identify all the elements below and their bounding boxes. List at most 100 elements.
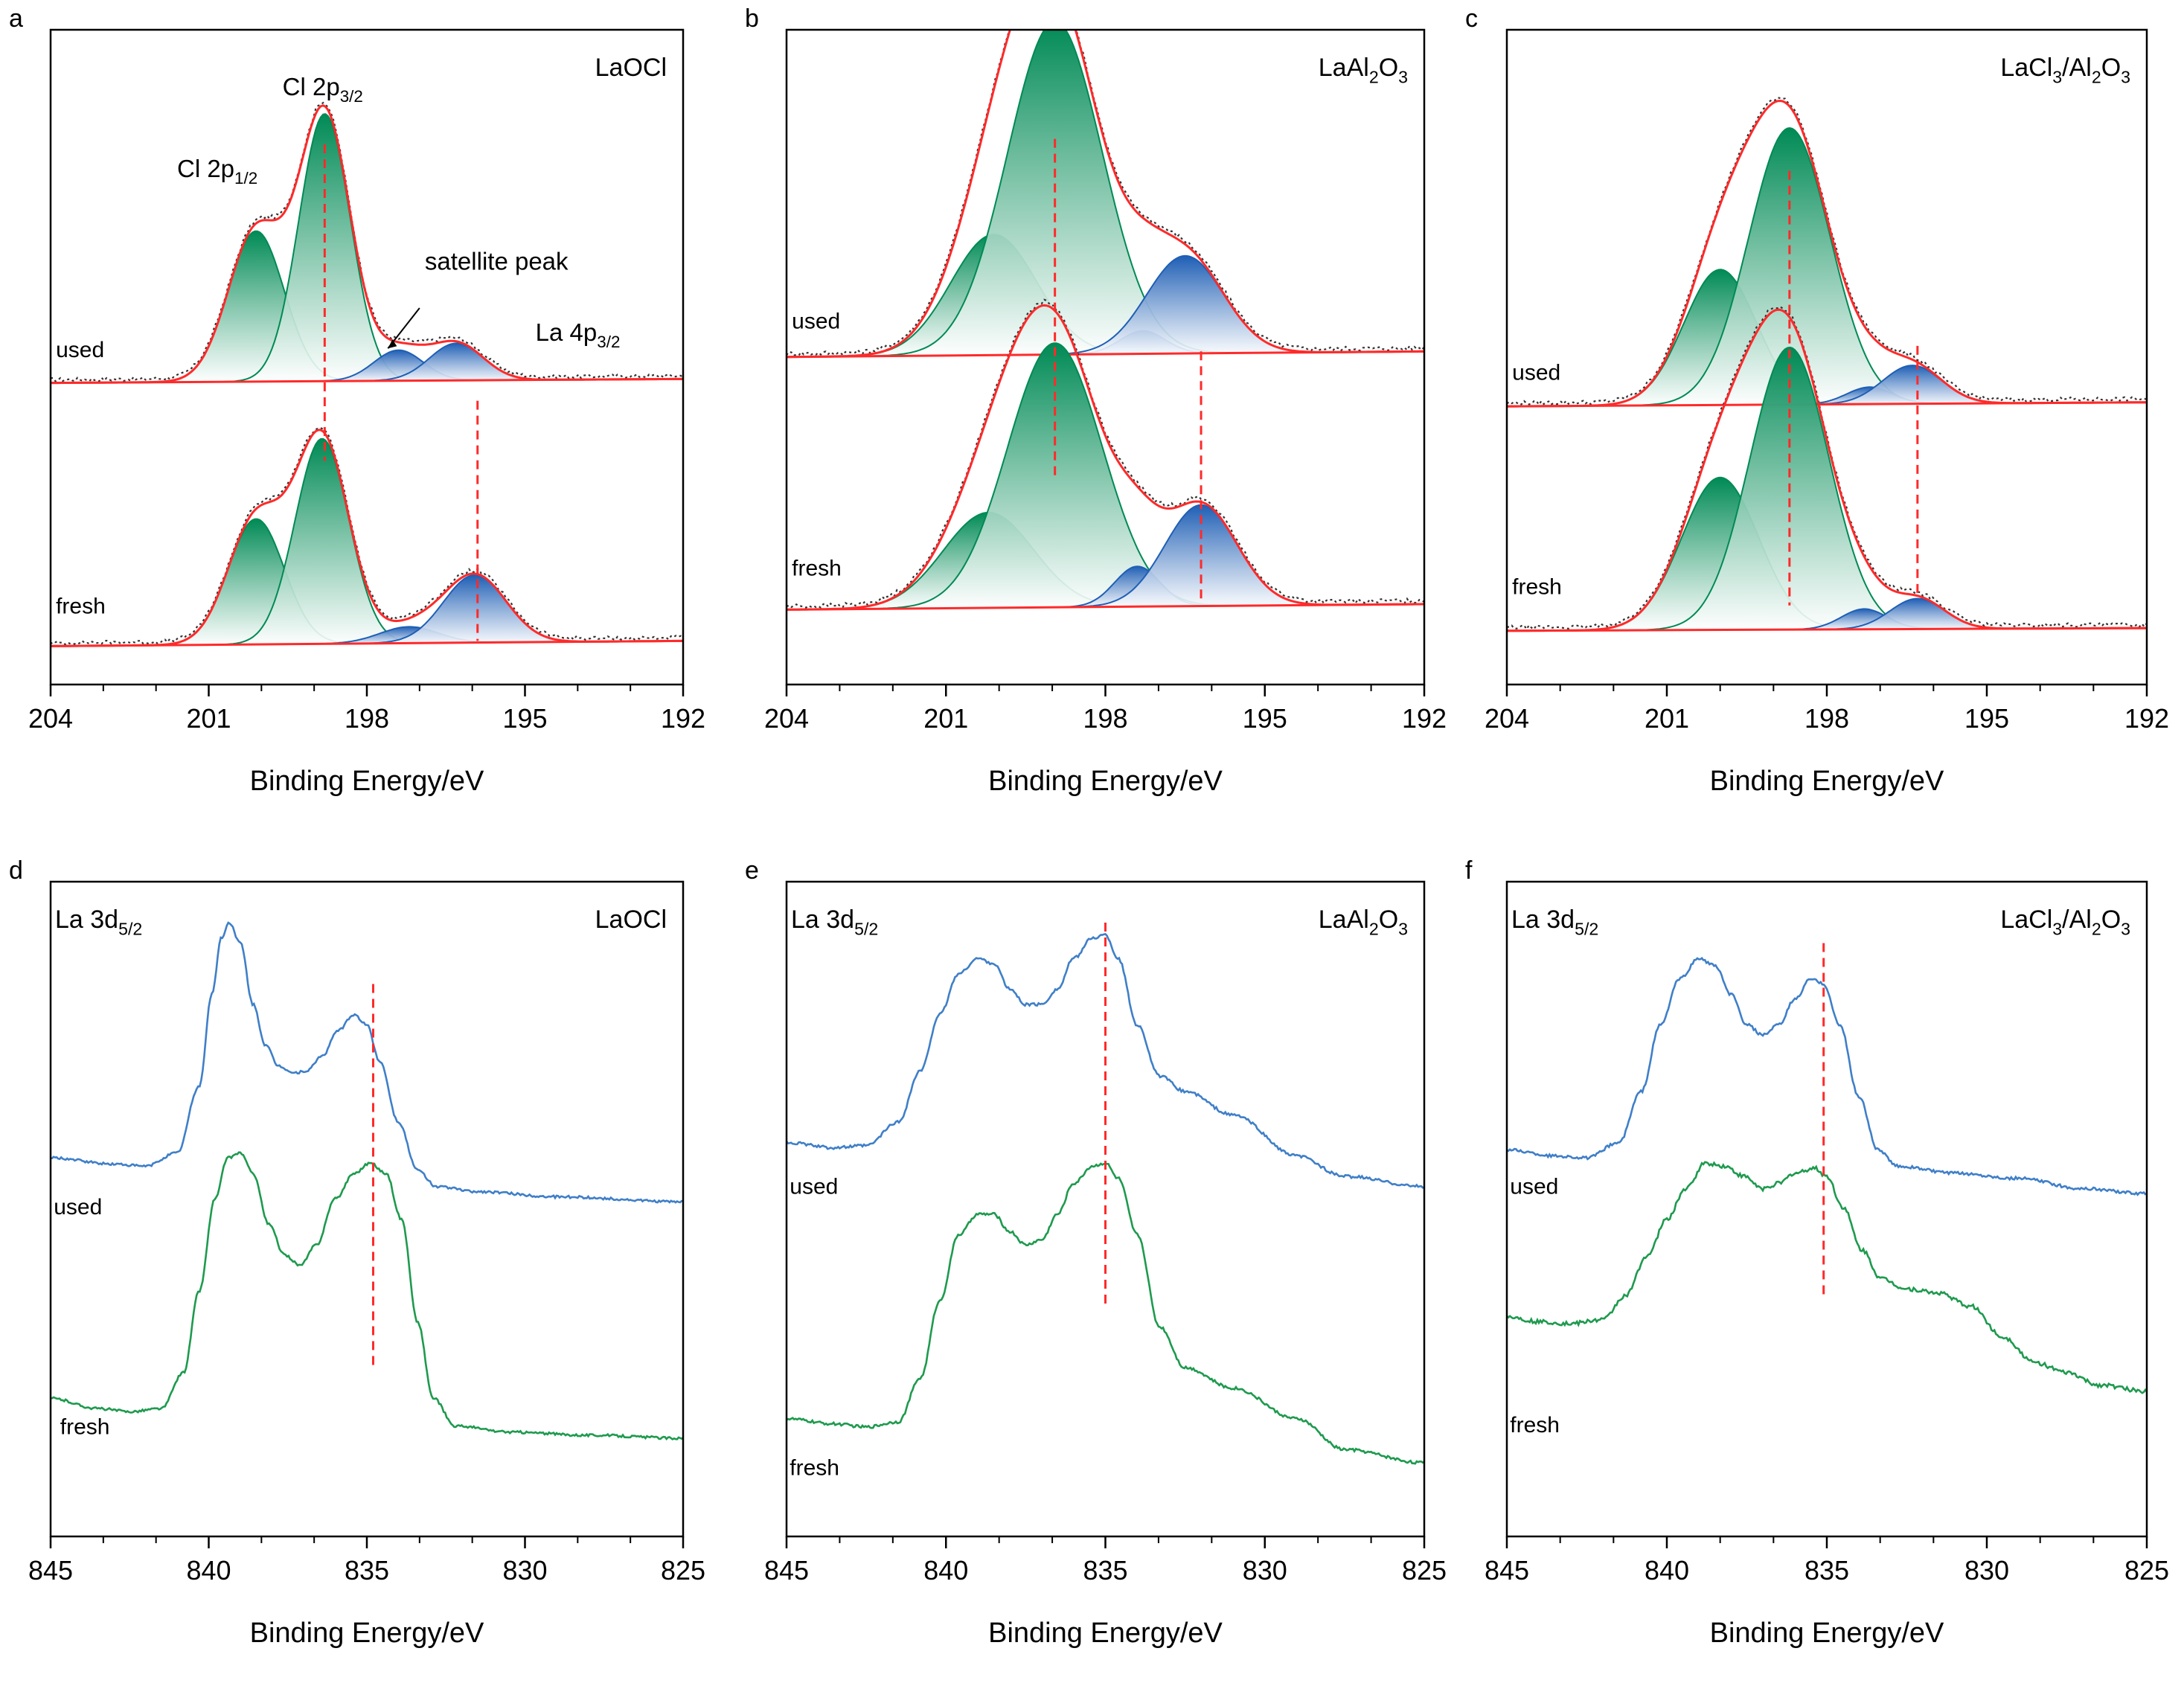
panel-title-c: LaCl3/Al2O3	[2000, 54, 2130, 87]
fit-envelope-a-fresh	[51, 429, 683, 647]
panel-title-b: LaAl2O3	[1319, 54, 1408, 87]
plot-frame-f	[1505, 880, 2148, 1538]
corner-label-f: La 3d5/2	[1511, 905, 1598, 939]
plot-area-e	[787, 923, 1424, 1465]
trace-d-fresh	[51, 1151, 683, 1441]
series-label-f-fresh: fresh	[1510, 1413, 1560, 1437]
x-tick-label-f-1: 840	[1645, 1555, 1689, 1586]
component-fill-c-fresh-2	[1507, 609, 2147, 631]
component-fill-c-used-0	[1507, 269, 2147, 407]
component-fill-a-fresh-1	[51, 438, 683, 647]
x-tick-label-c-4: 192	[2124, 703, 2169, 734]
series-label-e-used: used	[790, 1174, 838, 1199]
panel-a: a LaOCl used fresh Cl 2p1/2 Cl 2p3/2 satellite…	[9, 4, 705, 797]
panel-label-e: e	[745, 856, 759, 885]
component-fill-b-used-0	[787, 234, 1424, 357]
component-fill-c-used-2	[1507, 387, 2147, 407]
annotation-a-0: Cl 2p1/2	[177, 155, 257, 187]
x-tick-label-c-3: 195	[1964, 703, 2009, 734]
x-tick-label-e-1: 840	[923, 1555, 968, 1586]
x-tick-label-f-3: 830	[1964, 1555, 2009, 1586]
plot-area-c	[1507, 96, 2147, 632]
plot-area-f	[1507, 943, 2147, 1394]
x-tick-label-b-2: 198	[1083, 703, 1127, 734]
panel-e: e LaAl2O3 La 3d5/2 used fresh 845 840 835 830 825…	[745, 856, 1447, 1649]
plot-area-a	[51, 101, 683, 647]
component-fill-b-used-1	[787, 30, 1424, 357]
series-label-f-used: used	[1510, 1174, 1558, 1199]
fit-envelope-b-used	[787, 30, 1424, 359]
plot-area-b	[787, 30, 1424, 611]
corner-label-d: La 3d5/2	[55, 905, 142, 939]
x-tick-label-a-3: 195	[502, 703, 547, 734]
x-tick-label-a-1: 201	[186, 703, 231, 734]
x-tick-label-e-3: 830	[1243, 1555, 1287, 1586]
component-fill-a-used-2	[51, 350, 683, 383]
x-tick-label-a-0: 204	[28, 703, 73, 734]
series-label-c-fresh: fresh	[1512, 575, 1562, 600]
panel-label-b: b	[745, 4, 759, 33]
panel-label-a: a	[9, 4, 23, 33]
component-fill-b-fresh-0	[787, 512, 1424, 610]
x-tick-label-a-4: 192	[661, 703, 705, 734]
x-tick-label-e-4: 825	[1402, 1555, 1447, 1586]
x-axis-label-f: Binding Energy/eV	[1710, 1618, 1944, 1649]
component-fill-b-fresh-1	[787, 343, 1424, 610]
x-tick-label-b-0: 204	[764, 703, 809, 734]
series-label-a-used: used	[56, 338, 104, 362]
annotation-a-3: La 4p3/2	[536, 318, 621, 351]
panel-title-e: LaAl2O3	[1319, 905, 1408, 939]
panel-title-d: LaOCl	[595, 905, 667, 934]
fit-envelope-c-fresh	[1507, 308, 2147, 632]
x-tick-label-b-4: 192	[1402, 703, 1447, 734]
x-tick-label-d-3: 830	[502, 1555, 547, 1586]
series-label-d-used: used	[54, 1195, 102, 1219]
raw-data-c-used	[1507, 96, 2147, 406]
x-tick-label-f-4: 825	[2124, 1555, 2169, 1586]
x-tick-label-c-1: 201	[1645, 703, 1689, 734]
plot-frame-d	[49, 880, 685, 1538]
annotation-arrowhead-a	[388, 339, 397, 349]
x-tick-label-f-0: 845	[1485, 1555, 1529, 1586]
trace-f-used	[1507, 957, 2147, 1196]
plot-area-d	[51, 921, 683, 1441]
panel-label-f: f	[1465, 856, 1473, 885]
x-tick-label-a-2: 198	[345, 703, 389, 734]
series-label-b-used: used	[792, 309, 840, 333]
annotation-a-1: Cl 2p3/2	[283, 73, 363, 106]
component-fill-a-used-1	[51, 114, 683, 383]
trace-f-fresh	[1507, 1161, 2147, 1394]
x-tick-label-b-1: 201	[923, 703, 968, 734]
x-tick-label-d-0: 845	[28, 1555, 73, 1586]
component-fill-c-fresh-0	[1507, 477, 2147, 631]
x-tick-label-d-4: 825	[661, 1555, 705, 1586]
panel-c: c LaCl3/Al2O3 used fresh 204 201 198 195 192 Bind…	[1465, 4, 2169, 797]
fit-envelope-a-used	[51, 104, 683, 385]
x-tick-label-e-0: 845	[764, 1555, 809, 1586]
x-axis-label-c: Binding Energy/eV	[1710, 766, 1944, 797]
panel-title-f: LaCl3/Al2O3	[2000, 905, 2130, 939]
raw-data-a-used	[51, 101, 683, 382]
panel-title-a: LaOCl	[595, 54, 667, 82]
x-tick-label-e-2: 835	[1083, 1555, 1127, 1586]
x-axis-label-b: Binding Energy/eV	[988, 766, 1223, 797]
x-tick-label-d-1: 840	[186, 1555, 231, 1586]
component-fill-b-fresh-2	[787, 566, 1424, 610]
annotation-a-2: satellite peak	[425, 248, 569, 275]
x-tick-label-f-2: 835	[1804, 1555, 1849, 1586]
x-tick-label-c-2: 198	[1804, 703, 1849, 734]
component-fill-a-fresh-3	[51, 574, 683, 647]
panel-label-d: d	[9, 856, 23, 885]
component-fill-a-fresh-2	[51, 626, 683, 647]
series-label-c-used: used	[1512, 360, 1560, 385]
series-label-b-fresh: fresh	[792, 556, 842, 580]
x-axis-label-d: Binding Energy/eV	[250, 1618, 484, 1649]
trace-d-used	[51, 921, 683, 1204]
x-axis-label-e: Binding Energy/eV	[988, 1618, 1223, 1649]
component-fill-c-fresh-1	[1507, 347, 2147, 631]
x-tick-label-c-0: 204	[1485, 703, 1529, 734]
series-label-d-fresh: fresh	[60, 1415, 110, 1440]
x-tick-label-b-3: 195	[1243, 703, 1287, 734]
corner-label-e: La 3d5/2	[791, 905, 878, 939]
